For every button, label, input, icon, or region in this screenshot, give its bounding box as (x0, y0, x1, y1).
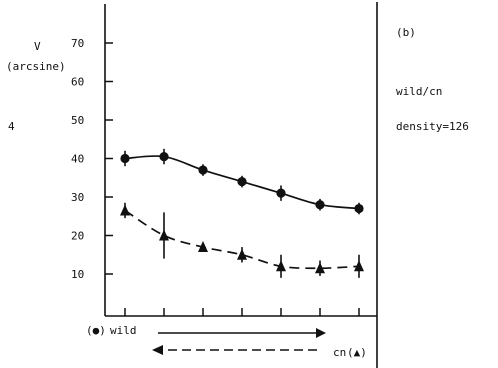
y-tick-label: 20 (71, 230, 84, 243)
data-point-triangle (159, 229, 169, 241)
series-circle (120, 148, 364, 215)
data-point-circle (276, 188, 286, 198)
data-point-triangle (315, 262, 325, 274)
cn-label: cn (333, 346, 346, 359)
y-tick-label: 30 (71, 191, 84, 204)
arrow-cn-to-wild (152, 345, 320, 355)
data-point-triangle (198, 241, 208, 253)
legend-text-wild-cn: wild/cn (396, 85, 442, 98)
x-ticks (124, 308, 360, 316)
y-tick-label: 40 (71, 153, 84, 166)
data-point-circle (354, 203, 364, 214)
data-point-triangle (276, 260, 286, 272)
series-layer (120, 148, 364, 278)
panel-label: (b) (396, 26, 416, 39)
data-point-circle (198, 165, 208, 175)
data-point-circle (315, 200, 325, 210)
arrow-wild-to-cn (158, 328, 326, 338)
series-triangle (120, 202, 364, 278)
cn-symbol-label: (▲) (347, 346, 367, 359)
data-point-circle (159, 151, 169, 162)
data-point-circle (237, 177, 247, 187)
stray-label: 4 (8, 120, 15, 133)
y-axis-label-line2: (arcsine) (6, 60, 66, 73)
wild-symbol-label: (●) (86, 324, 106, 337)
y-axis-label-line1: V (34, 40, 41, 53)
data-point-triangle (120, 204, 130, 216)
density-text: density=126 (396, 120, 469, 133)
data-point-circle (120, 153, 130, 164)
y-tick-label: 50 (71, 114, 84, 127)
y-tick-label: 10 (71, 268, 84, 281)
wild-label: wild (110, 324, 137, 337)
y-tick-label: 60 (71, 76, 84, 89)
y-ticks: 10 20 30 40 50 60 70 (71, 37, 113, 281)
y-tick-label: 70 (71, 37, 84, 50)
data-point-triangle (237, 248, 247, 260)
data-point-triangle (354, 260, 364, 272)
